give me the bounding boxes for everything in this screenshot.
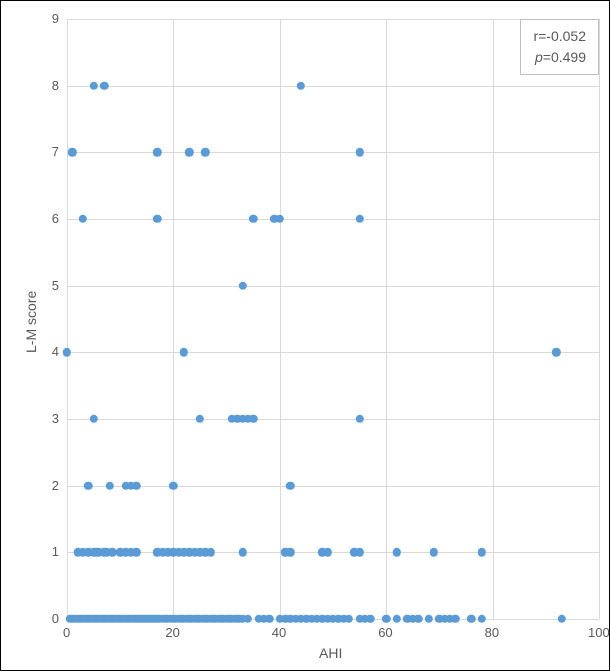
- gridline-h: [67, 286, 599, 287]
- scatter-point: [89, 415, 97, 423]
- gridline-h: [67, 86, 599, 87]
- scatter-point: [180, 348, 188, 356]
- scatter-point: [185, 148, 193, 156]
- stats-box: r=-0.052 p=0.499: [520, 19, 599, 75]
- gridline-v: [67, 19, 68, 619]
- gridline-h: [67, 219, 599, 220]
- scatter-point: [478, 615, 486, 623]
- scatter-point: [286, 548, 294, 556]
- y-axis-title: L-M score: [23, 291, 39, 353]
- scatter-point: [345, 615, 353, 623]
- scatter-point: [355, 215, 363, 223]
- scatter-point: [68, 148, 76, 156]
- scatter-point: [169, 481, 177, 489]
- gridline-v: [280, 19, 281, 619]
- scatter-point: [366, 615, 374, 623]
- scatter-point: [478, 548, 486, 556]
- scatter-point: [249, 415, 257, 423]
- correlation-p: p=0.499: [533, 47, 586, 68]
- gridline-v: [493, 19, 494, 619]
- scatter-point: [105, 481, 113, 489]
- scatter-point: [552, 348, 560, 356]
- scatter-point: [323, 548, 331, 556]
- scatter-point: [244, 615, 252, 623]
- scatter-point: [467, 615, 475, 623]
- scatter-point: [286, 481, 294, 489]
- scatter-point: [265, 615, 273, 623]
- scatter-point: [100, 81, 108, 89]
- y-tick-label: 9: [52, 11, 59, 26]
- scatter-point: [153, 215, 161, 223]
- gridline-h: [67, 552, 599, 553]
- scatter-point: [132, 548, 140, 556]
- scatter-point: [276, 215, 284, 223]
- plot-area: r=-0.052 p=0.499: [67, 19, 599, 619]
- y-tick-label: 2: [52, 478, 59, 493]
- x-tick-label: 20: [165, 625, 179, 640]
- y-tick-label: 4: [52, 344, 59, 359]
- y-tick-label: 8: [52, 78, 59, 93]
- gridline-h: [67, 419, 599, 420]
- y-tick-label: 3: [52, 411, 59, 426]
- x-tick-label: 80: [485, 625, 499, 640]
- scatter-point: [430, 548, 438, 556]
- x-tick-label: 0: [63, 625, 70, 640]
- scatter-point: [249, 215, 257, 223]
- scatter-point: [63, 348, 71, 356]
- y-tick-label: 1: [52, 544, 59, 559]
- scatter-point: [355, 548, 363, 556]
- scatter-point: [201, 148, 209, 156]
- scatter-point: [355, 148, 363, 156]
- scatter-point: [425, 615, 433, 623]
- scatter-point: [79, 215, 87, 223]
- scatter-point: [297, 81, 305, 89]
- gridline-h: [67, 352, 599, 353]
- scatter-point: [451, 615, 459, 623]
- y-tick-label: 5: [52, 278, 59, 293]
- gridline-v: [173, 19, 174, 619]
- gridline-v: [599, 19, 600, 619]
- p-value: =0.499: [543, 49, 586, 65]
- correlation-r: r=-0.052: [533, 26, 586, 47]
- scatter-point: [196, 415, 204, 423]
- scatter-point: [558, 615, 566, 623]
- scatter-point: [382, 615, 390, 623]
- scatter-point: [153, 148, 161, 156]
- scatter-point: [414, 615, 422, 623]
- scatter-point: [89, 81, 97, 89]
- x-tick-label: 100: [588, 625, 610, 640]
- y-tick-label: 6: [52, 211, 59, 226]
- scatter-point: [393, 615, 401, 623]
- x-tick-label: 40: [272, 625, 286, 640]
- scatter-point: [84, 481, 92, 489]
- x-tick-label: 60: [378, 625, 392, 640]
- gridline-h: [67, 152, 599, 153]
- scatter-point: [206, 548, 214, 556]
- y-tick-label: 7: [52, 144, 59, 159]
- scatter-point: [238, 281, 246, 289]
- chart-frame: r=-0.052 p=0.499 L-M score AHI 0 1 2 3 4 5 6 7 8…: [0, 0, 610, 671]
- scatter-point: [355, 415, 363, 423]
- p-italic: p: [535, 49, 543, 65]
- x-axis-title: AHI: [319, 645, 342, 661]
- y-tick-label: 0: [52, 611, 59, 626]
- gridline-v: [386, 19, 387, 619]
- scatter-point: [238, 548, 246, 556]
- scatter-point: [393, 548, 401, 556]
- scatter-point: [132, 481, 140, 489]
- gridline-h: [67, 19, 599, 20]
- gridline-h: [67, 486, 599, 487]
